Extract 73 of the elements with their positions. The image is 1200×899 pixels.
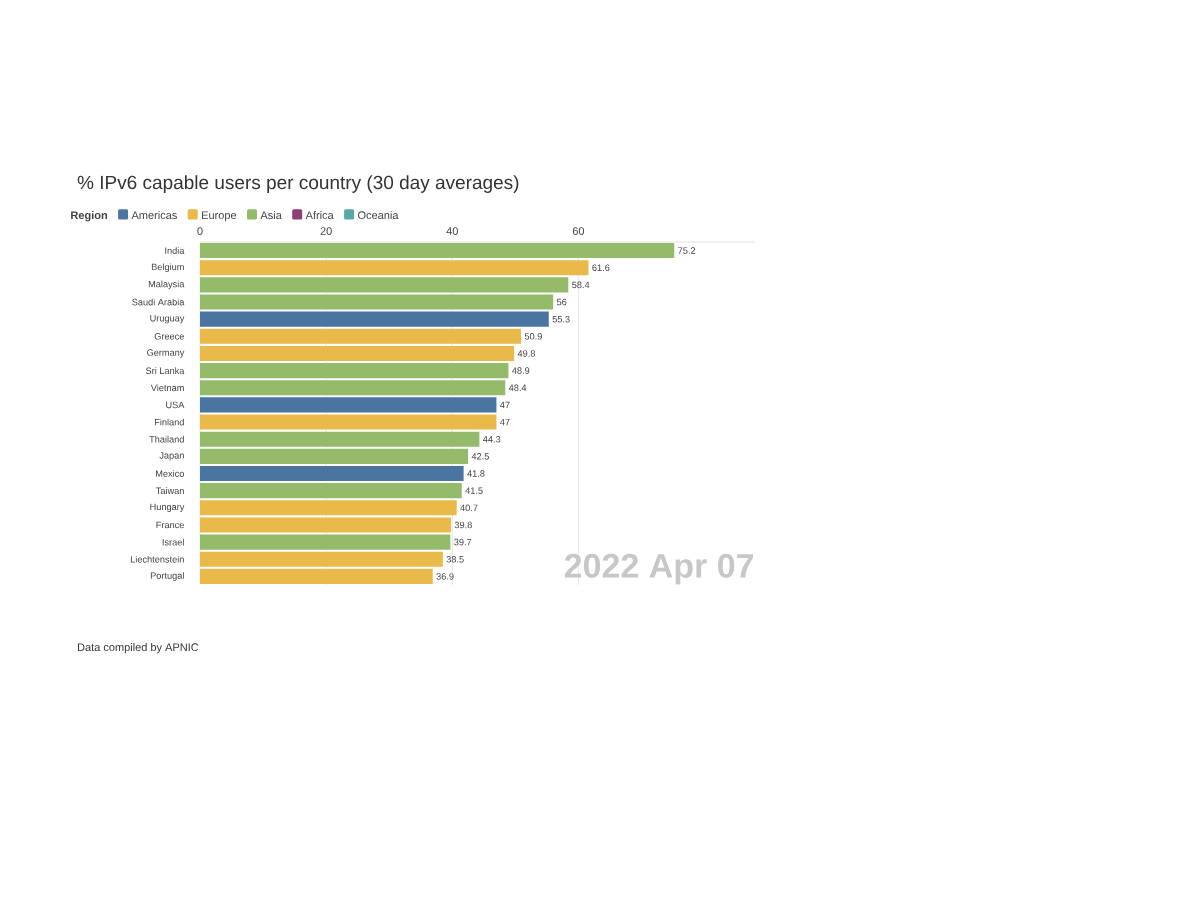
data-label: 48.9 (512, 367, 530, 374)
legend-label: Europe (202, 211, 237, 222)
y-tick-label: Sri Lanka (145, 367, 185, 374)
bar (200, 534, 451, 550)
bar (200, 260, 589, 276)
bar (200, 483, 462, 499)
bar (200, 294, 554, 310)
y-tick-label: Belgium (151, 263, 184, 273)
data-label: 49.8 (517, 350, 535, 357)
y-tick-label: Liechtenstein (130, 555, 184, 563)
chart-title: % IPv6 capable users per country (30 day averages) (77, 175, 519, 193)
data-label: 48.4 (508, 384, 527, 392)
bar (200, 277, 569, 293)
y-tick-label: Vietnam (150, 384, 184, 392)
y-tick-label: Finland (154, 418, 184, 426)
data-label: 75.2 (678, 247, 696, 254)
data-label: 41.8 (467, 470, 485, 477)
bar (200, 465, 464, 482)
data-label: 55.3 (552, 315, 570, 323)
data-label: 40.7 (460, 504, 478, 512)
data-label: 39.7 (454, 538, 472, 546)
y-tick-label: Taiwan (155, 487, 184, 495)
data-label: 38.5 (446, 556, 464, 563)
x-tick-label: 20 (320, 227, 332, 235)
bar (200, 568, 433, 584)
y-tick-label: Thailand (149, 435, 184, 443)
y-tick-label: Hungary (150, 503, 185, 512)
annotation: 2022 Apr 07 (564, 553, 754, 585)
legend-title: Region (71, 211, 108, 222)
legend-label: Asia (260, 211, 282, 220)
legend-label: Africa (305, 211, 334, 220)
legend-label: Oceania (358, 211, 399, 220)
y-tick-label: Mexico (156, 470, 185, 477)
bar (200, 551, 443, 567)
y-tick-label: Greece (154, 333, 184, 340)
bar (200, 363, 509, 379)
data-label: 47 (500, 418, 510, 426)
data-label: 61.6 (592, 264, 610, 271)
data-label: 36.9 (436, 573, 454, 580)
y-tick-label: USA (166, 401, 185, 409)
bar (200, 517, 452, 533)
data-label: 56 (556, 298, 567, 306)
bar (200, 311, 549, 327)
bar (200, 397, 497, 413)
data-label: 44.3 (483, 435, 501, 443)
y-tick-label: France (156, 521, 184, 529)
data-label: 47 (500, 401, 510, 409)
y-tick-label: Japan (159, 452, 184, 461)
bar (200, 500, 457, 516)
x-tick-label: 0 (197, 227, 203, 235)
data-label: 58.4 (572, 281, 590, 289)
x-tick-label: 40 (446, 227, 458, 235)
bar (200, 380, 506, 396)
y-tick-label: Uruguay (150, 315, 185, 324)
bar (200, 328, 522, 344)
bar (200, 414, 497, 430)
x-tick-label: 60 (572, 227, 585, 235)
data-label: 50.9 (524, 333, 542, 340)
bar (200, 345, 515, 362)
data-label: 42.5 (471, 453, 489, 460)
bar (200, 448, 469, 464)
bar (200, 243, 675, 259)
data-label: 41.5 (465, 487, 483, 494)
y-tick-label: India (165, 247, 185, 254)
y-tick-label: Portugal (150, 572, 184, 581)
y-tick-label: Saudi Arabia (132, 298, 185, 306)
text: Data compiled by APNIC (77, 643, 199, 654)
bar (200, 431, 480, 447)
y-tick-label: Malaysia (148, 280, 185, 290)
y-tick-label: Germany (147, 349, 185, 358)
legend-label: Americas (131, 211, 177, 220)
y-tick-label: Israel (162, 538, 184, 546)
data-label: 39.8 (454, 521, 472, 529)
